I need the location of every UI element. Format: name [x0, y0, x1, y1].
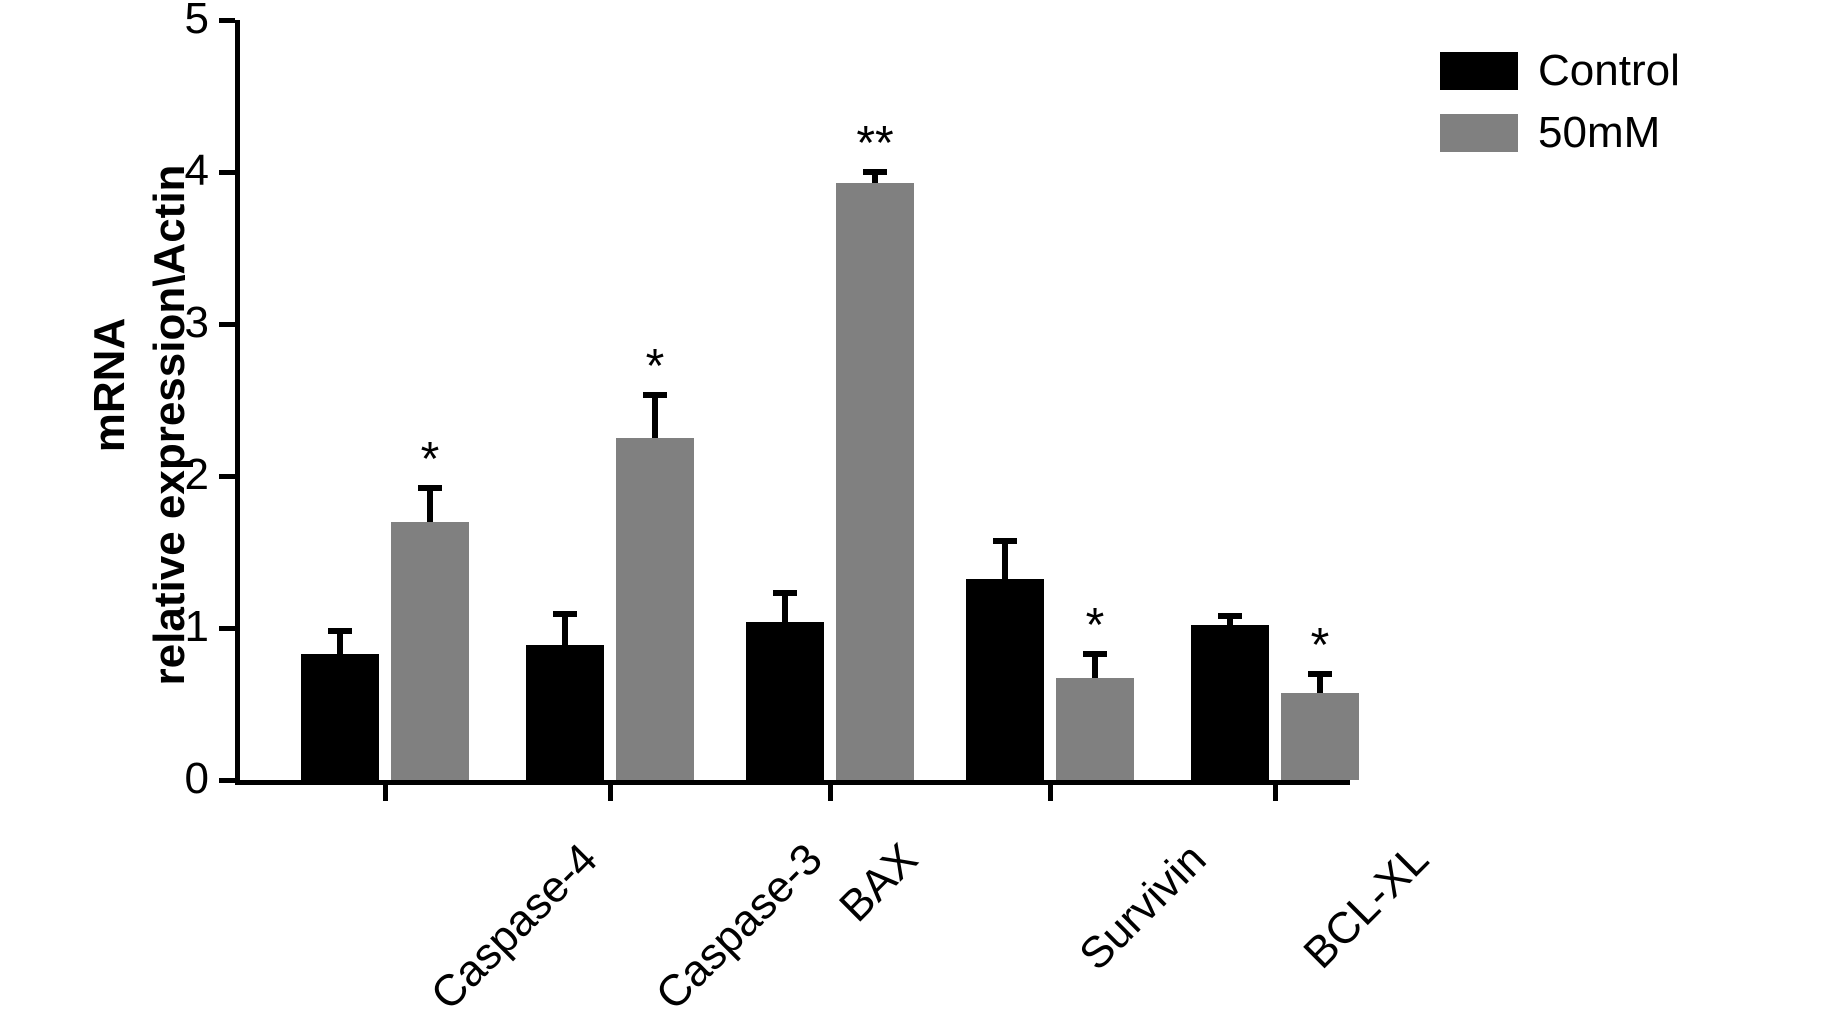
x-tick	[1048, 785, 1053, 801]
y-tick	[219, 474, 235, 479]
significance-marker: **	[856, 116, 893, 171]
x-tick-label: Caspase-3	[647, 834, 833, 1020]
bar	[616, 438, 694, 780]
x-tick-label: BAX	[830, 834, 928, 932]
error-bar	[562, 614, 568, 644]
legend-entry: 50mM	[1440, 102, 1660, 164]
bar	[836, 183, 914, 780]
y-tick-label: 1	[159, 602, 209, 652]
y-tick-label: 4	[159, 146, 209, 196]
bar	[1056, 678, 1134, 780]
legend-swatch	[1440, 52, 1518, 90]
y-axis-title-line1: mRNA	[85, 235, 135, 535]
x-tick-label: BCL-XL	[1294, 834, 1438, 978]
x-axis-line	[235, 780, 1350, 785]
error-bar	[337, 631, 343, 654]
x-tick	[828, 785, 833, 801]
bar	[526, 645, 604, 780]
y-tick	[219, 626, 235, 631]
error-bar	[652, 395, 658, 438]
x-tick	[608, 785, 613, 801]
error-cap	[553, 611, 577, 617]
y-tick	[219, 18, 235, 23]
error-cap	[773, 590, 797, 596]
error-bar	[782, 593, 788, 622]
significance-marker: *	[646, 339, 665, 394]
significance-marker: *	[1086, 598, 1105, 653]
y-tick-label: 0	[159, 754, 209, 804]
x-tick-label: Survivin	[1070, 834, 1216, 980]
bar	[746, 622, 824, 780]
x-tick	[1273, 785, 1278, 801]
y-tick	[219, 170, 235, 175]
y-tick	[219, 778, 235, 783]
legend-swatch	[1440, 114, 1518, 152]
bar	[391, 522, 469, 780]
bar	[966, 579, 1044, 780]
error-cap	[328, 628, 352, 634]
bar	[1191, 625, 1269, 780]
plot-area: 012345Caspase-4*Caspase-3*BAX**Survivin*…	[240, 20, 1350, 780]
y-tick-label: 2	[159, 450, 209, 500]
mrna-expression-chart: mRNA relative expression\Actin 012345Cas…	[0, 0, 1833, 1029]
error-cap	[1218, 613, 1242, 619]
error-bar	[1002, 541, 1008, 579]
significance-marker: *	[1311, 618, 1330, 673]
y-tick	[219, 322, 235, 327]
bar	[1281, 693, 1359, 780]
x-tick-label: Caspase-4	[422, 834, 608, 1020]
significance-marker: *	[421, 432, 440, 487]
bar	[301, 654, 379, 780]
legend-label: Control	[1538, 46, 1680, 96]
error-cap	[993, 538, 1017, 544]
legend-entry: Control	[1440, 40, 1680, 102]
y-tick-label: 3	[159, 298, 209, 348]
error-bar	[427, 488, 433, 521]
y-axis-line	[235, 20, 240, 785]
legend-label: 50mM	[1538, 108, 1660, 158]
error-bar	[1092, 654, 1098, 678]
y-tick-label: 5	[159, 0, 209, 44]
x-tick	[383, 785, 388, 801]
